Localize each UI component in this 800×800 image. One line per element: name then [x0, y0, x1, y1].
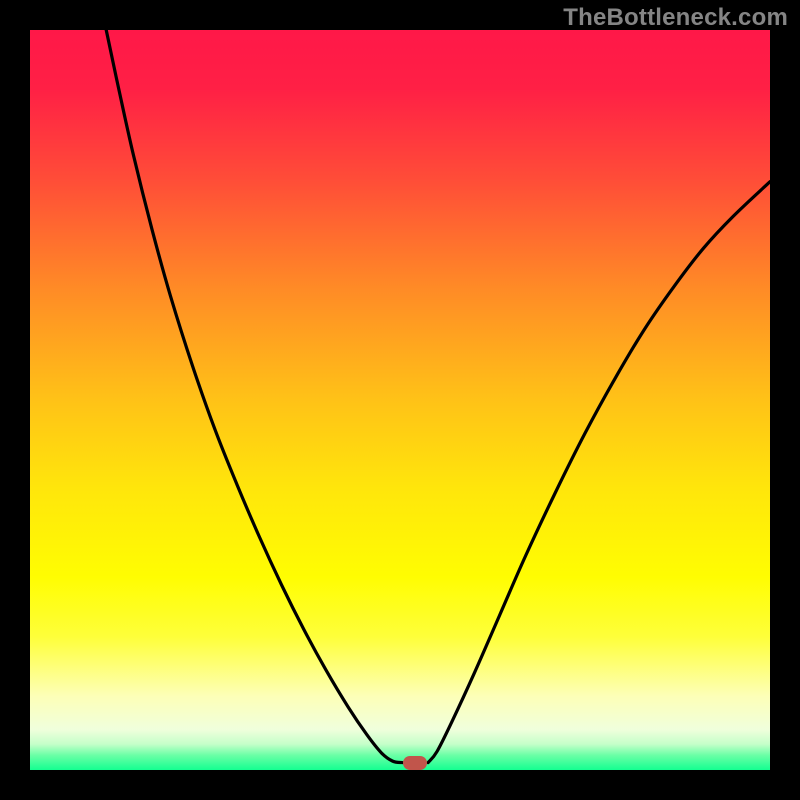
bottleneck-marker	[403, 756, 427, 770]
curve-right-branch	[428, 182, 770, 763]
plot-area	[30, 30, 770, 770]
watermark-text: TheBottleneck.com	[563, 4, 788, 32]
curve-left-branch	[106, 30, 402, 763]
bottleneck-curve	[30, 30, 770, 770]
chart-frame: TheBottleneck.com	[0, 0, 800, 800]
